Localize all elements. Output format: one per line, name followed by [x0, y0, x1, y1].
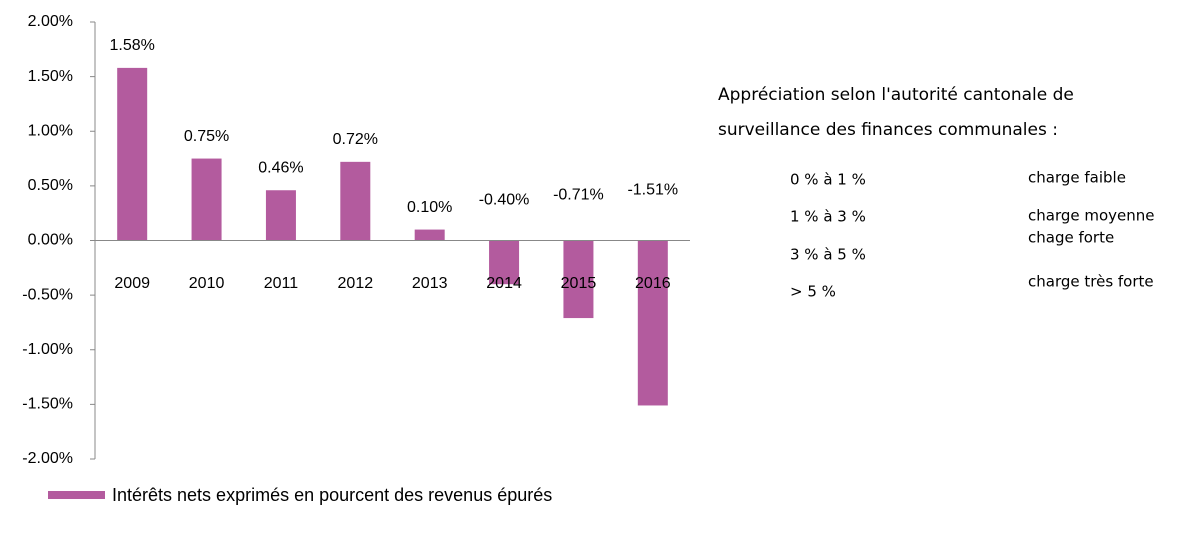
y-tick-label: 1.50%	[28, 68, 73, 85]
y-tick-label: -0.50%	[22, 286, 73, 303]
value-label: 0.72%	[333, 131, 378, 148]
x-tick-label: 2012	[338, 275, 374, 292]
x-tick-label: 2011	[264, 275, 299, 292]
bar	[340, 161, 371, 241]
bar	[637, 240, 668, 406]
value-label: -0.71%	[553, 187, 604, 204]
level: chage forte	[1028, 229, 1114, 247]
bar	[489, 240, 520, 285]
value-label: 0.10%	[407, 199, 452, 216]
y-tick-label: 0.00%	[28, 232, 73, 249]
note-title: Appréciation selon l'autorité cantonale …	[718, 85, 1074, 140]
y-tick-label: 0.50%	[28, 177, 73, 194]
bar	[414, 229, 445, 241]
legend-swatch	[48, 491, 105, 499]
x-tick-label: 2015	[561, 275, 597, 292]
range: 1 % à 3 %	[790, 208, 866, 226]
y-tick-label: -1.00%	[22, 341, 73, 358]
level: charge faible	[1028, 169, 1126, 187]
value-label: 1.58%	[110, 37, 155, 54]
x-tick-label: 2010	[189, 275, 225, 292]
range: > 5 %	[790, 283, 836, 301]
bar	[191, 158, 222, 241]
y-tick-label: 1.00%	[28, 122, 73, 139]
bar	[563, 240, 594, 319]
x-tick-label: 2009	[114, 275, 150, 292]
level: charge moyenne	[1028, 207, 1155, 225]
range: 0 % à 1 %	[790, 171, 866, 189]
legend-label: Intérêts nets exprimés en pourcent des r…	[112, 485, 552, 505]
value-label: 0.75%	[184, 128, 229, 145]
level: charge très forte	[1028, 273, 1154, 291]
value-label: -0.40%	[479, 192, 530, 209]
x-tick-label: 2014	[486, 275, 522, 292]
value-label: -1.51%	[627, 182, 678, 199]
y-tick-label: -1.50%	[22, 396, 73, 413]
y-tick-label: -2.00%	[22, 450, 73, 467]
range: 3 % à 5 %	[790, 246, 866, 264]
value-label: 0.46%	[258, 159, 303, 176]
x-tick-label: 2013	[412, 275, 448, 292]
x-tick-label: 2016	[635, 275, 671, 292]
bar	[265, 190, 296, 241]
bar	[117, 67, 148, 241]
y-tick-label: 2.00%	[28, 13, 73, 30]
